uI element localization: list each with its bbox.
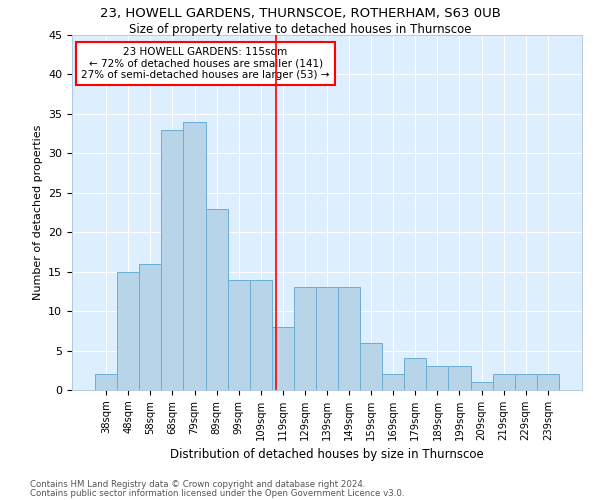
Bar (227, 280, 250, 390)
Y-axis label: Number of detached properties: Number of detached properties (32, 125, 43, 300)
Bar (294, 288, 316, 390)
Bar (184, 122, 206, 390)
Bar (537, 374, 559, 390)
Text: 23 HOWELL GARDENS: 115sqm
← 72% of detached houses are smaller (141)
27% of semi: 23 HOWELL GARDENS: 115sqm ← 72% of detac… (82, 47, 330, 80)
Bar (493, 374, 515, 390)
Bar (338, 288, 360, 390)
Bar (95, 374, 117, 390)
Text: Size of property relative to detached houses in Thurnscoe: Size of property relative to detached ho… (129, 22, 471, 36)
Bar (117, 272, 139, 390)
Bar (206, 208, 227, 390)
Bar (360, 342, 382, 390)
Bar (250, 280, 272, 390)
Bar (139, 264, 161, 390)
Text: Contains HM Land Registry data © Crown copyright and database right 2024.: Contains HM Land Registry data © Crown c… (30, 480, 365, 489)
Text: Contains public sector information licensed under the Open Government Licence v3: Contains public sector information licen… (30, 490, 404, 498)
Text: 23, HOWELL GARDENS, THURNSCOE, ROTHERHAM, S63 0UB: 23, HOWELL GARDENS, THURNSCOE, ROTHERHAM… (100, 8, 500, 20)
Bar (515, 374, 537, 390)
Bar (272, 327, 294, 390)
Bar (316, 288, 338, 390)
Bar (470, 382, 493, 390)
X-axis label: Distribution of detached houses by size in Thurnscoe: Distribution of detached houses by size … (170, 448, 484, 462)
Bar (404, 358, 427, 390)
Bar (161, 130, 184, 390)
Bar (448, 366, 470, 390)
Bar (382, 374, 404, 390)
Bar (427, 366, 448, 390)
